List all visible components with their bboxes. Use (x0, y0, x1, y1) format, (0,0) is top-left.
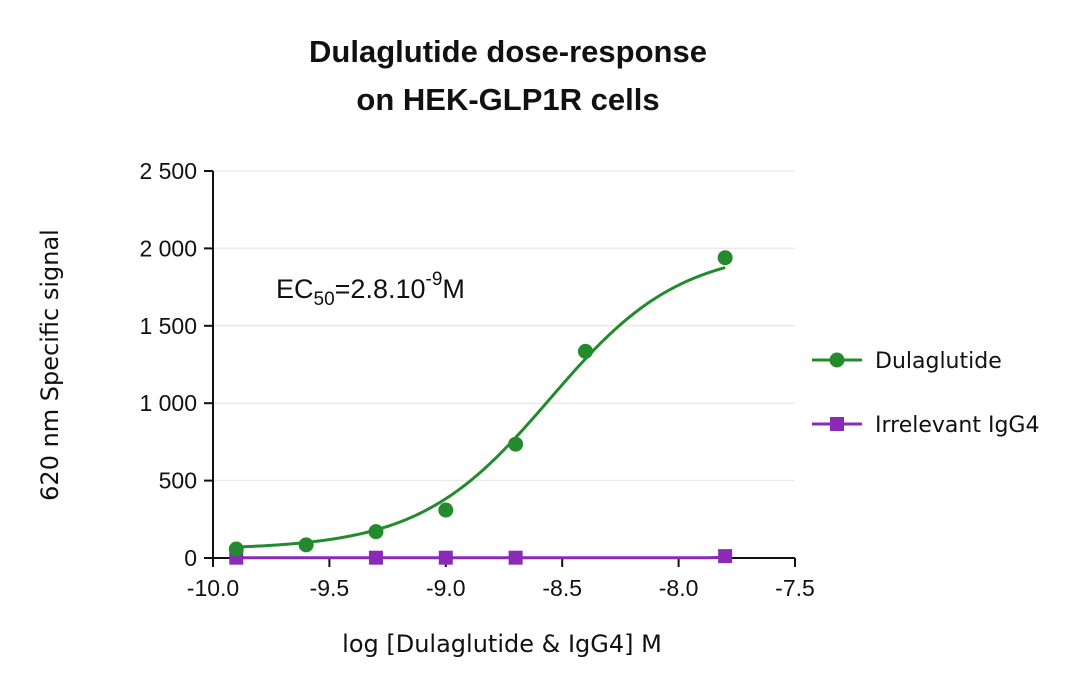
ec50-mid: =2.8.10 (335, 274, 426, 304)
dulaglutide-point (577, 343, 593, 359)
ec50-superscript: -9 (426, 269, 443, 290)
x-tick-label: -7.5 (775, 575, 815, 601)
legend-marker-irrelevant-igg4 (830, 417, 844, 431)
y-tick-label: 2 500 (139, 158, 197, 184)
irrelevant-igg4-point (718, 549, 733, 564)
y-axis-title: 620 nm Specific signal (36, 229, 64, 501)
x-tick-label: -8.0 (659, 575, 699, 601)
irrelevant-igg4-point (438, 550, 453, 565)
legend-item-irrelevant-igg4[interactable]: Irrelevant IgG4 (812, 413, 1039, 438)
legend-label-irrelevant-igg4: Irrelevant IgG4 (875, 413, 1039, 438)
legend-marker-dulaglutide (829, 352, 845, 368)
ec50-subscript: 50 (314, 289, 335, 310)
y-tick-label: 1 500 (139, 313, 197, 339)
grid-lines (213, 170, 795, 482)
axes (212, 171, 795, 559)
x-tick-label: -10.0 (187, 575, 239, 601)
legend-item-dulaglutide[interactable]: Dulaglutide (812, 349, 1002, 374)
legend: Dulaglutide Irrelevant IgG4 (812, 349, 1039, 438)
dulaglutide-point (508, 436, 524, 452)
x-tick-label: -9.5 (310, 575, 350, 601)
legend-label-dulaglutide: Dulaglutide (875, 349, 1002, 374)
irrelevant-igg4-point (368, 550, 383, 565)
dulaglutide-point (228, 541, 244, 557)
dulaglutide-fit-curve (236, 266, 726, 549)
dulaglutide-point (438, 502, 454, 518)
irrelevant-igg4-point (508, 550, 523, 565)
ec50-annotation: EC50=2.8.10-9M (276, 269, 465, 310)
y-tick-label: 2 000 (139, 235, 197, 261)
y-tick-label: 500 (159, 468, 197, 494)
chart-title-line-1: Dulaglutide dose-response (309, 34, 707, 69)
x-axis-title: log [Dulaglutide & IgG4] M (342, 630, 662, 658)
dulaglutide-point (368, 524, 384, 540)
x-tick-label: -8.5 (542, 575, 582, 601)
irrelevant-igg4-line (236, 554, 726, 560)
y-tick-label: 0 (184, 545, 197, 571)
x-tick-label: -9.0 (426, 575, 466, 601)
ec50-prefix: EC (276, 274, 314, 304)
dulaglutide-point (717, 250, 733, 266)
ec50-suffix: M (442, 274, 465, 304)
y-axis-ticks: 0 500 1 000 1 500 2 000 2 500 (139, 158, 213, 571)
y-tick-label: 1 000 (139, 390, 197, 416)
dulaglutide-point (298, 537, 314, 553)
chart-title-line-2: on HEK-GLP1R cells (356, 82, 659, 117)
x-axis-ticks: -10.0 -9.5 -9.0 -8.5 -8.0 -7.5 (187, 558, 815, 601)
series-layer (228, 250, 733, 565)
